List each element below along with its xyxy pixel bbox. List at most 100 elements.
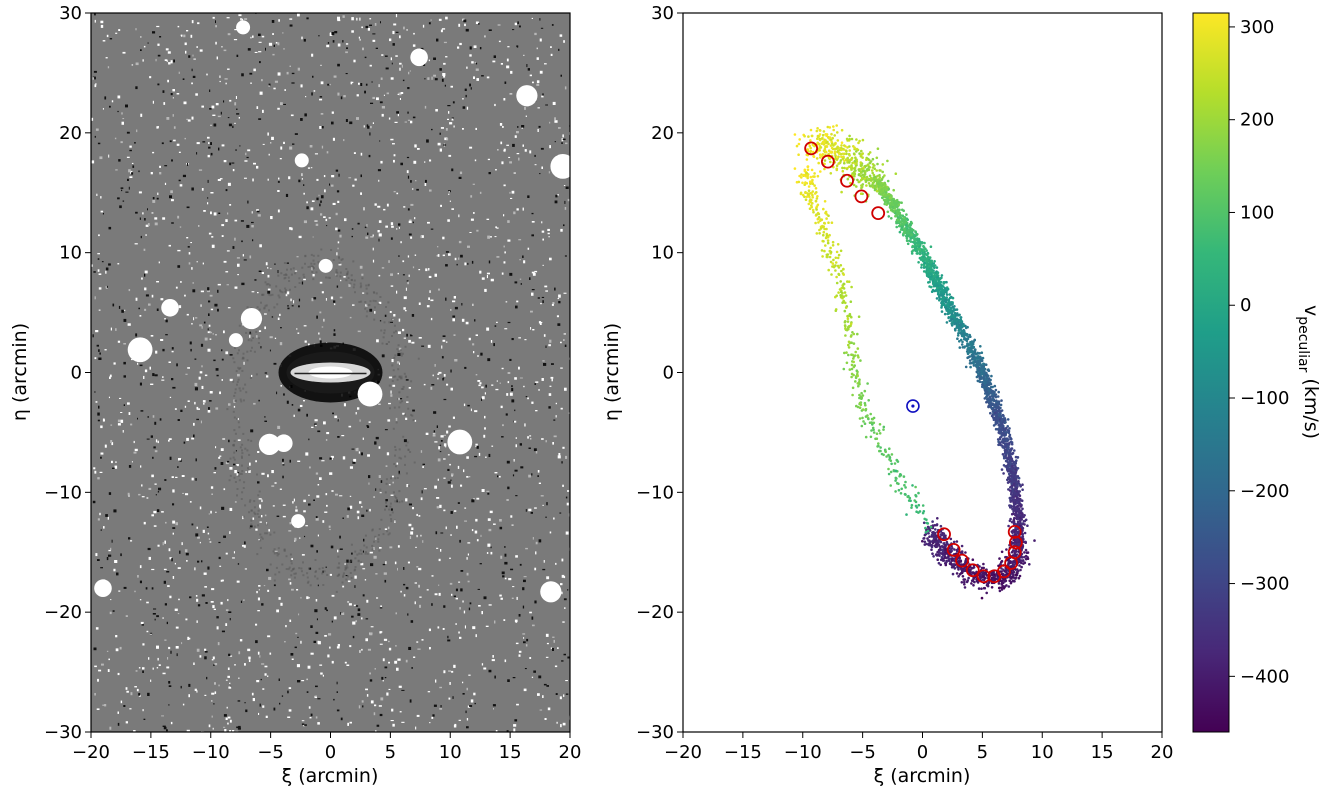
stream-point [1008,427,1011,430]
tidal-feature [350,274,353,277]
noise-speckle [356,117,359,120]
noise-speckle [196,620,198,623]
noise-speckle [418,584,420,588]
tidal-feature [356,553,359,556]
noise-speckle [451,208,454,210]
noise-speckle [412,266,415,269]
noise-speckle [451,593,453,596]
tidal-feature [248,500,251,503]
noise-speckle [565,496,568,499]
noise-speckle [157,491,160,493]
noise-speckle [310,652,314,655]
noise-speckle [463,469,465,473]
noise-speckle [466,106,469,110]
noise-speckle [430,317,433,321]
noise-speckle [426,305,430,308]
noise-speckle [290,298,292,302]
noise-speckle [359,265,363,269]
tidal-feature [327,276,330,279]
noise-speckle [146,630,149,633]
noise-speckle [536,83,540,86]
tidal-feature [279,290,282,293]
noise-speckle [321,460,325,462]
noise-speckle [400,590,402,593]
noise-speckle [384,579,387,583]
noise-speckle [147,416,149,418]
noise-speckle [218,212,221,214]
noise-speckle [297,680,301,683]
noise-speckle [289,146,293,150]
noise-speckle [359,650,361,653]
noise-speckle [140,113,143,117]
tidal-feature [232,410,235,413]
noise-speckle [112,467,115,469]
noise-speckle [494,325,497,327]
noise-speckle [361,617,363,620]
noise-speckle [486,275,488,279]
noise-speckle [359,501,362,504]
tidal-feature [372,547,375,550]
noise-speckle [409,70,411,72]
noise-speckle [316,197,319,201]
tidal-feature [304,262,306,265]
noise-speckle [294,646,297,649]
noise-speckle [157,43,160,46]
noise-speckle [254,279,257,281]
noise-speckle [264,372,268,374]
noise-speckle [336,709,340,712]
noise-speckle [531,17,533,19]
noise-speckle [156,615,159,618]
noise-speckle [214,663,218,666]
noise-speckle [329,646,331,649]
noise-speckle [523,576,527,578]
tidal-feature [394,500,397,503]
stream-point [853,146,856,149]
noise-speckle [562,446,565,449]
noise-speckle [207,532,210,535]
tidal-feature [292,267,295,270]
noise-speckle [186,437,189,441]
noise-speckle [298,305,300,308]
stream-point [1020,565,1023,569]
noise-speckle [473,692,476,696]
tidal-feature [407,407,410,410]
noise-speckle [462,98,464,100]
noise-speckle [187,246,190,248]
stream-point [958,340,961,343]
noise-speckle [541,95,544,98]
noise-speckle [464,507,467,509]
noise-speckle [159,165,161,168]
stream-point [990,586,994,589]
tidal-feature [396,477,399,479]
noise-speckle [191,477,194,481]
tidal-feature [399,377,402,380]
tidal-feature [283,274,286,276]
noise-speckle [527,68,530,71]
noise-speckle [540,147,544,150]
noise-speckle [313,640,316,643]
tidal-feature [269,533,272,536]
noise-speckle [466,718,469,721]
noise-speckle [400,241,402,244]
noise-speckle [449,463,451,466]
noise-speckle [180,34,183,37]
tidal-feature [298,282,301,284]
noise-speckle [491,384,494,386]
noise-speckle [517,21,519,24]
left-x-ticks: −20 −15 −10 −5 0 5 10 15 20 [72,732,581,763]
noise-speckle [247,149,251,152]
noise-speckle [369,18,372,20]
noise-speckle [506,144,509,146]
noise-speckle [135,670,138,672]
noise-speckle [475,518,478,522]
noise-speckle [486,218,490,220]
noise-speckle [250,82,252,84]
noise-speckle [197,604,201,607]
noise-speckle [378,233,382,237]
noise-speckle [464,625,466,629]
noise-speckle [409,699,412,703]
noise-speckle [408,220,412,223]
noise-speckle [416,188,419,191]
noise-speckle [193,422,195,426]
noise-speckle [145,587,148,590]
